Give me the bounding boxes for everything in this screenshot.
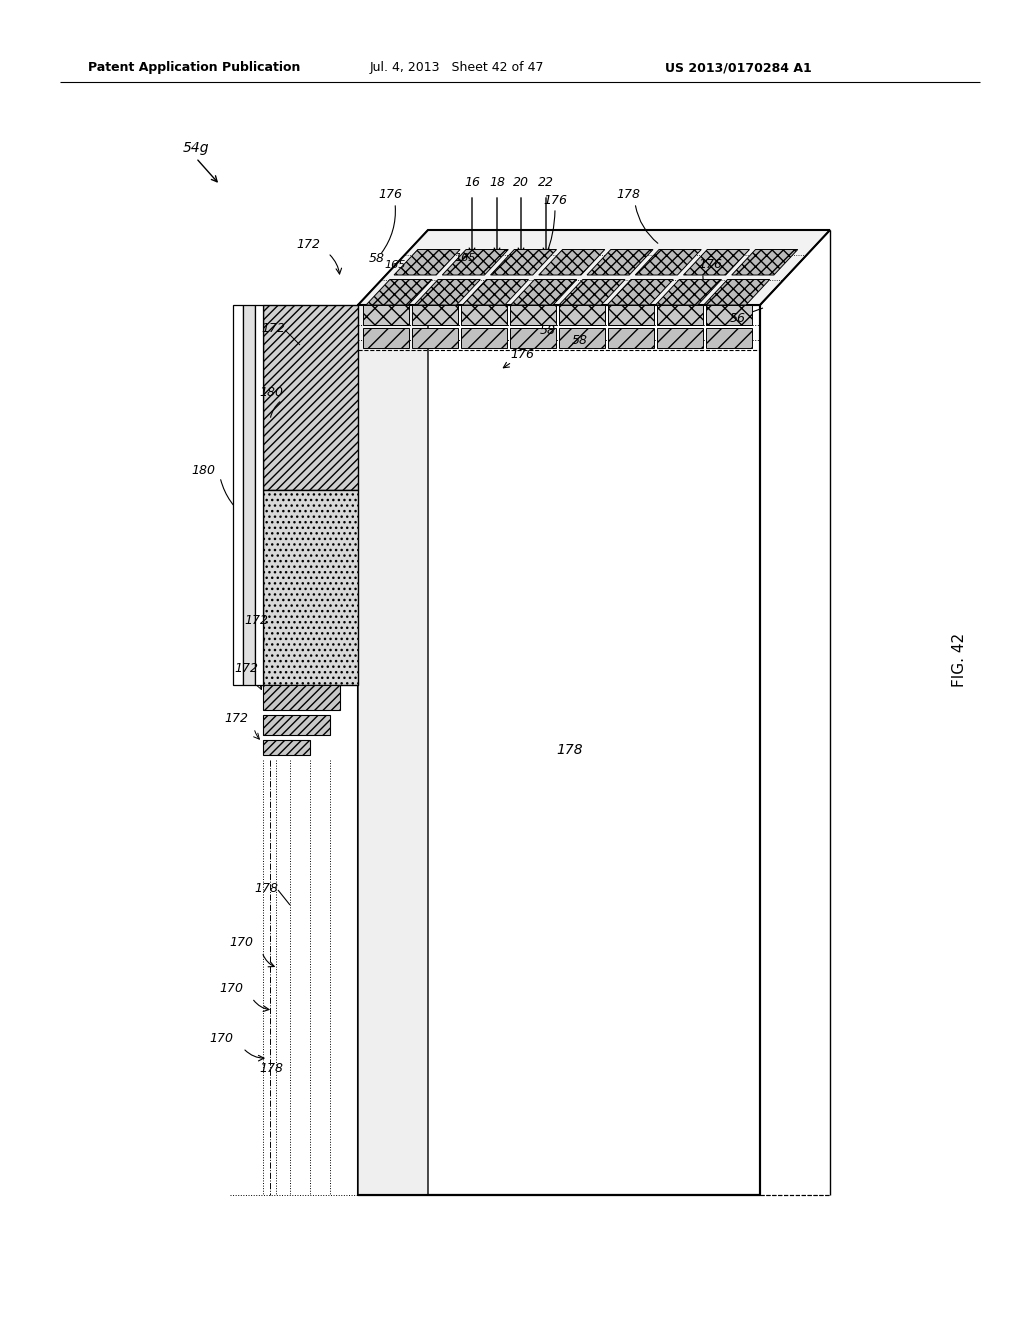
Text: 176: 176 bbox=[510, 348, 534, 362]
Polygon shape bbox=[243, 305, 255, 685]
Polygon shape bbox=[657, 327, 703, 348]
Text: 165: 165 bbox=[455, 253, 476, 263]
Polygon shape bbox=[394, 249, 460, 275]
Polygon shape bbox=[263, 490, 358, 685]
Text: 170: 170 bbox=[209, 1031, 233, 1044]
Text: 172: 172 bbox=[296, 239, 319, 252]
Polygon shape bbox=[412, 305, 458, 325]
Text: 18: 18 bbox=[489, 177, 505, 190]
Text: 172: 172 bbox=[244, 614, 268, 627]
Polygon shape bbox=[511, 280, 577, 305]
Polygon shape bbox=[510, 305, 556, 325]
Text: 180: 180 bbox=[259, 387, 283, 400]
Polygon shape bbox=[358, 230, 428, 1195]
Polygon shape bbox=[510, 327, 556, 348]
Text: 172: 172 bbox=[261, 322, 285, 334]
Polygon shape bbox=[607, 280, 673, 305]
Text: US 2013/0170284 A1: US 2013/0170284 A1 bbox=[665, 62, 812, 74]
Text: 176: 176 bbox=[698, 259, 722, 272]
Text: 176: 176 bbox=[378, 189, 402, 202]
Text: Jul. 4, 2013   Sheet 42 of 47: Jul. 4, 2013 Sheet 42 of 47 bbox=[370, 62, 545, 74]
Polygon shape bbox=[463, 280, 528, 305]
Text: 172: 172 bbox=[234, 661, 258, 675]
Text: 178: 178 bbox=[259, 1061, 283, 1074]
Polygon shape bbox=[263, 305, 358, 490]
Text: 176: 176 bbox=[543, 194, 567, 206]
Polygon shape bbox=[732, 249, 798, 275]
Polygon shape bbox=[412, 327, 458, 348]
Polygon shape bbox=[461, 327, 507, 348]
Text: 20: 20 bbox=[513, 177, 529, 190]
Text: 170: 170 bbox=[219, 982, 243, 994]
Polygon shape bbox=[358, 305, 760, 1195]
Polygon shape bbox=[657, 305, 703, 325]
Text: 180: 180 bbox=[191, 463, 215, 477]
Text: 178: 178 bbox=[557, 743, 584, 756]
Text: 178: 178 bbox=[616, 189, 640, 202]
Polygon shape bbox=[358, 230, 830, 305]
Polygon shape bbox=[587, 249, 653, 275]
Polygon shape bbox=[442, 249, 508, 275]
Polygon shape bbox=[461, 305, 507, 325]
Text: 22: 22 bbox=[538, 177, 554, 190]
Polygon shape bbox=[362, 305, 409, 325]
Polygon shape bbox=[539, 249, 605, 275]
Polygon shape bbox=[683, 249, 750, 275]
Text: 172: 172 bbox=[224, 711, 248, 725]
Text: FIG. 42: FIG. 42 bbox=[952, 632, 968, 688]
Polygon shape bbox=[490, 249, 556, 275]
Polygon shape bbox=[608, 327, 654, 348]
Polygon shape bbox=[703, 280, 770, 305]
Polygon shape bbox=[559, 280, 625, 305]
Text: 165: 165 bbox=[384, 260, 406, 271]
Text: 54g: 54g bbox=[183, 141, 210, 154]
Text: 56: 56 bbox=[730, 312, 746, 325]
Polygon shape bbox=[233, 305, 243, 685]
Text: 58: 58 bbox=[369, 252, 385, 264]
Polygon shape bbox=[366, 280, 432, 305]
Polygon shape bbox=[263, 741, 310, 755]
Text: 178: 178 bbox=[254, 882, 278, 895]
Polygon shape bbox=[706, 305, 752, 325]
Polygon shape bbox=[263, 685, 340, 710]
Polygon shape bbox=[706, 327, 752, 348]
Polygon shape bbox=[415, 280, 480, 305]
Polygon shape bbox=[655, 280, 722, 305]
Polygon shape bbox=[362, 327, 409, 348]
Polygon shape bbox=[263, 715, 330, 735]
Polygon shape bbox=[608, 305, 654, 325]
Polygon shape bbox=[559, 327, 605, 348]
Polygon shape bbox=[255, 305, 263, 685]
Text: 170: 170 bbox=[229, 936, 253, 949]
Polygon shape bbox=[559, 305, 605, 325]
Text: 58: 58 bbox=[572, 334, 588, 346]
Text: 16: 16 bbox=[464, 177, 480, 190]
Text: 58: 58 bbox=[540, 323, 556, 337]
Text: Patent Application Publication: Patent Application Publication bbox=[88, 62, 300, 74]
Polygon shape bbox=[635, 249, 701, 275]
